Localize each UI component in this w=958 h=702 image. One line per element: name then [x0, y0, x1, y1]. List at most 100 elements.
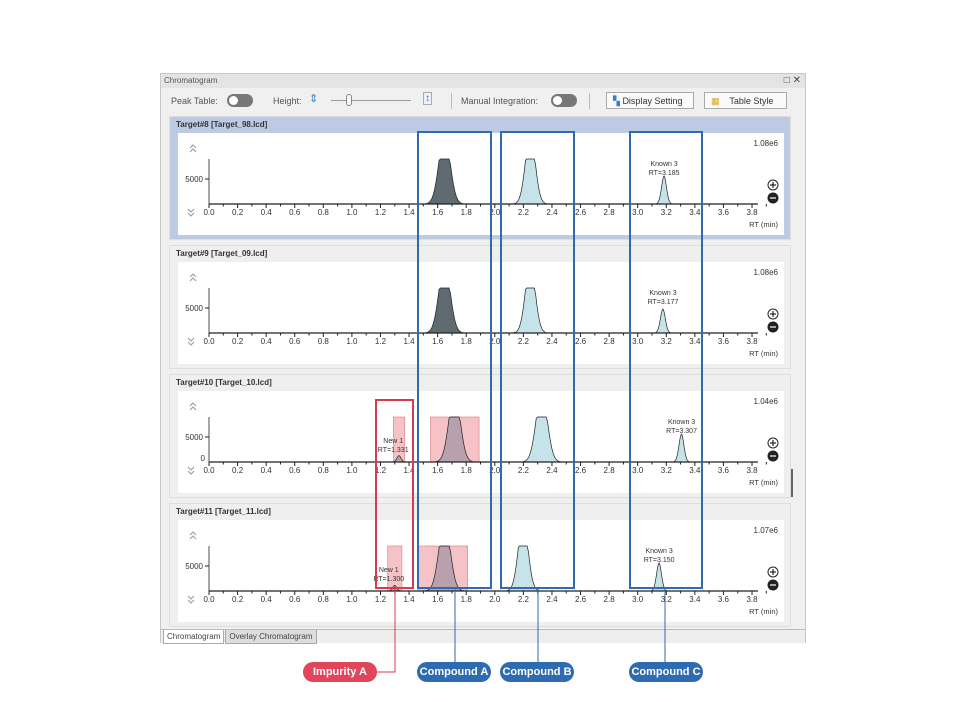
y-tick-label: 5000 — [185, 304, 203, 313]
x-tick-label: 2.4 — [546, 466, 558, 475]
peak — [510, 287, 561, 334]
x-tick-label: 3.2 — [661, 595, 673, 604]
impurity-label-rt: RT=1.300 — [373, 576, 404, 583]
x-tick-label: 0.8 — [318, 337, 330, 346]
chromatogram-plot[interactable]: 1.08e6 5000 0.0 0.2 0.4 0.6 0.8 1.0 1.2 1.4 1.6 1.8… — [178, 133, 784, 235]
x-tick-label: 2.2 — [518, 466, 530, 475]
x-tick-label: 0.6 — [289, 337, 301, 346]
x-tick-label: 0.6 — [289, 595, 301, 604]
chromatogram-panel[interactable]: Target#8 [Target_98.lcd] 1.08e6 5000 0.0 0.… — [169, 116, 791, 240]
x-tick-label: 0.0 — [203, 466, 215, 475]
peak — [421, 158, 480, 205]
zoom-out-icon — [767, 321, 779, 333]
x-tick-label: 3.2 — [661, 337, 673, 346]
tab-bar: Chromatogram Overlay Chromatogram — [161, 629, 805, 644]
x-tick-label: 1.4 — [403, 337, 415, 346]
chromatogram-panel[interactable]: Target#9 [Target_09.lcd] 1.08e6 5000 0.0 0.… — [169, 245, 791, 369]
x-tick-label: 3.4 — [689, 595, 701, 604]
callout-impurity-a: Impurity A — [303, 662, 377, 682]
x-tick-label: 1.8 — [461, 208, 473, 217]
x-tick-label: 0.8 — [318, 466, 330, 475]
x-tick-label: 0.6 — [289, 466, 301, 475]
x-tick-label: 1.2 — [375, 337, 387, 346]
x-tick-label: 2.6 — [575, 337, 587, 346]
peak-label-rt: RT=3.185 — [649, 170, 680, 177]
table-style-icon: ▦ — [711, 96, 720, 106]
chromatogram-svg: 5000 0.0 0.2 0.4 0.6 0.8 1.0 1.2 1.4 1.6 1.8 2.0 2.2… — [185, 144, 779, 229]
height-slider[interactable] — [331, 100, 411, 101]
x-tick-label: 0.4 — [261, 337, 273, 346]
peak-label-name: Known 3 — [651, 161, 678, 168]
x-tick-label: 3.8 — [746, 337, 758, 346]
x-tick-label: 2.4 — [546, 337, 558, 346]
x-tick-label: 3.4 — [689, 466, 701, 475]
peak — [518, 416, 577, 463]
peak-table-label: Peak Table: — [171, 96, 218, 106]
maximize-icon[interactable]: □ — [783, 75, 790, 86]
x-tick-label: 1.8 — [461, 595, 473, 604]
chromatogram-panel[interactable]: Target#10 [Target_10.lcd] 1.04e6 5000 0 0.0… — [169, 374, 791, 498]
chromatogram-plot[interactable]: 1.08e6 5000 0.0 0.2 0.4 0.6 0.8 1.0 1.2 1.4 1.6 1.8… — [178, 262, 784, 364]
x-tick-label: 3.8 — [746, 466, 758, 475]
close-icon[interactable]: ✕ — [792, 75, 801, 86]
peak — [653, 175, 680, 205]
window-title: Chromatogram — [164, 76, 218, 85]
y-tick-label-zero: 0 — [201, 454, 206, 463]
callout-compound-b: Compound B — [500, 662, 574, 682]
x-tick-label: 1.0 — [346, 208, 358, 217]
x-tick-label: 1.4 — [403, 595, 415, 604]
intensity-scale: 1.07e6 — [753, 526, 778, 535]
chromatogram-plot[interactable]: 1.07e6 5000 0.0 0.2 0.4 0.6 0.8 1.0 1.2 1.4 1.6 1.8… — [178, 520, 784, 622]
chromatogram-plot[interactable]: 1.04e6 5000 0 0.0 0.2 0.4 0.6 0.8 1.0 1.2 1.4 1.6 1.… — [178, 391, 784, 493]
zoom-out-icon — [767, 192, 779, 204]
display-setting-icon: ▚ — [613, 96, 620, 106]
panel-title: Target#11 [Target_11.lcd] — [176, 507, 271, 516]
peak — [652, 308, 679, 334]
x-tick-label: 3.2 — [661, 466, 673, 475]
manual-integration-toggle[interactable] — [551, 94, 577, 107]
x-tick-label: 1.0 — [346, 466, 358, 475]
peak-label-name: Known 3 — [649, 290, 676, 297]
x-tick-label: 0.0 — [203, 595, 215, 604]
height-slider-thumb[interactable] — [346, 94, 352, 106]
height-decrease-icon[interactable]: ⇕ — [309, 93, 319, 105]
x-tick-label: 0.0 — [203, 337, 215, 346]
x-tick-label: 0.2 — [232, 337, 244, 346]
tab-overlay-chromatogram[interactable]: Overlay Chromatogram — [225, 630, 317, 644]
tab-chromatogram[interactable]: Chromatogram — [163, 630, 225, 644]
x-axis-label: RT (min) — [749, 349, 778, 358]
impurity-label-name: New 1 — [379, 567, 399, 574]
x-tick-label: 2.0 — [489, 337, 501, 346]
zoom-in-icon — [767, 179, 779, 191]
x-tick-label: 0.2 — [232, 595, 244, 604]
x-tick-label: 0.8 — [318, 208, 330, 217]
x-tick-label: 1.6 — [432, 466, 444, 475]
x-tick-label: 0.0 — [203, 208, 215, 217]
scrollbar[interactable] — [791, 469, 793, 497]
scroll-down-icon — [187, 466, 195, 471]
x-tick-label: 0.2 — [232, 466, 244, 475]
title-bar: Chromatogram — [161, 74, 805, 88]
chromatogram-svg: 5000 0.0 0.2 0.4 0.6 0.8 1.0 1.2 1.4 1.6 1.8 2.0 2.2… — [185, 273, 779, 358]
table-style-button[interactable]: ▦ Table Style — [704, 92, 787, 109]
scroll-down-icon — [187, 208, 195, 213]
x-tick-label: 2.2 — [518, 208, 530, 217]
x-tick-label: 1.8 — [461, 466, 473, 475]
peak-label-rt: RT=3.307 — [666, 428, 697, 435]
intensity-scale: 1.08e6 — [753, 268, 778, 277]
scroll-up-icon — [189, 273, 197, 278]
x-tick-label: 1.2 — [375, 466, 387, 475]
scroll-up-icon — [189, 402, 197, 407]
x-tick-label: 2.6 — [575, 208, 587, 217]
chromatogram-panel[interactable]: Target#11 [Target_11.lcd] 1.07e6 5000 0.0 0… — [169, 503, 791, 627]
manual-integration-label: Manual Integration: — [461, 96, 539, 106]
peak-table-toggle[interactable] — [227, 94, 253, 107]
height-increase-icon[interactable]: ↕ — [423, 92, 432, 105]
x-tick-label: 3.0 — [632, 595, 644, 604]
zoom-in-icon — [767, 437, 779, 449]
peak-label-name: Known 3 — [668, 419, 695, 426]
x-tick-label: 3.2 — [661, 208, 673, 217]
x-tick-label: 0.6 — [289, 208, 301, 217]
display-setting-button[interactable]: ▚ Display Setting — [606, 92, 694, 109]
x-tick-label: 3.6 — [718, 466, 730, 475]
